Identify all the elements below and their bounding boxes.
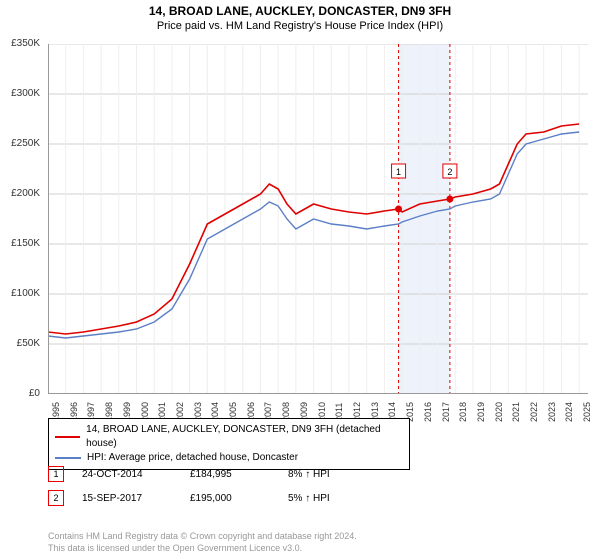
legend: 14, BROAD LANE, AUCKLEY, DONCASTER, DN9 …	[48, 418, 410, 470]
y-tick-label: £250K	[0, 138, 40, 149]
x-tick-label: 2018	[458, 402, 468, 422]
event-delta: 5% ↑ HPI	[288, 493, 330, 504]
title-address: 14, BROAD LANE, AUCKLEY, DONCASTER, DN9 …	[0, 4, 600, 18]
x-tick-label: 2016	[423, 402, 433, 422]
figure-container: 14, BROAD LANE, AUCKLEY, DONCASTER, DN9 …	[0, 0, 600, 560]
title-block: 14, BROAD LANE, AUCKLEY, DONCASTER, DN9 …	[0, 0, 600, 32]
event-price: £195,000	[190, 493, 270, 504]
y-tick-label: £200K	[0, 188, 40, 199]
y-tick-label: £100K	[0, 288, 40, 299]
x-tick-label: 2020	[494, 402, 504, 422]
y-tick-label: £350K	[0, 38, 40, 49]
legend-swatch-blue	[55, 457, 81, 459]
x-tick-label: 2024	[564, 402, 574, 422]
x-tick-label: 2019	[476, 402, 486, 422]
legend-swatch-red	[55, 436, 80, 438]
event-row-1: 1 24-OCT-2014 £184,995 8% ↑ HPI	[48, 466, 330, 482]
x-tick-label: 2021	[511, 402, 521, 422]
x-tick-label: 2022	[529, 402, 539, 422]
y-tick-label: £0	[0, 388, 40, 399]
event-marker: 2	[48, 490, 64, 506]
y-tick-label: £300K	[0, 88, 40, 99]
event-marker: 1	[48, 466, 64, 482]
legend-row: HPI: Average price, detached house, Donc…	[55, 451, 403, 465]
title-subtitle: Price paid vs. HM Land Registry's House …	[0, 20, 600, 32]
event-row-2: 2 15-SEP-2017 £195,000 5% ↑ HPI	[48, 490, 330, 506]
x-tick-label: 2017	[441, 402, 451, 422]
legend-label: 14, BROAD LANE, AUCKLEY, DONCASTER, DN9 …	[86, 423, 403, 451]
y-tick-label: £50K	[0, 338, 40, 349]
footer-attribution: Contains HM Land Registry data © Crown c…	[48, 530, 357, 554]
x-tick-label: 2023	[547, 402, 557, 422]
y-tick-label: £150K	[0, 238, 40, 249]
event-date: 24-OCT-2014	[82, 469, 172, 480]
chart-axes	[48, 44, 588, 394]
legend-label: HPI: Average price, detached house, Donc…	[87, 451, 298, 465]
event-price: £184,995	[190, 469, 270, 480]
legend-row: 14, BROAD LANE, AUCKLEY, DONCASTER, DN9 …	[55, 423, 403, 451]
chart-area: 12	[48, 44, 588, 394]
x-tick-label: 2025	[582, 402, 592, 422]
footer-line1: Contains HM Land Registry data © Crown c…	[48, 530, 357, 542]
footer-line2: This data is licensed under the Open Gov…	[48, 542, 357, 554]
event-date: 15-SEP-2017	[82, 493, 172, 504]
event-delta: 8% ↑ HPI	[288, 469, 330, 480]
